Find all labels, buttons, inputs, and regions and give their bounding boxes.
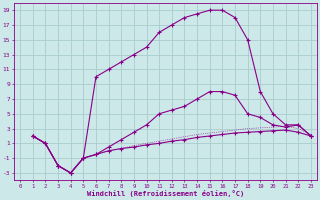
X-axis label: Windchill (Refroidissement éolien,°C): Windchill (Refroidissement éolien,°C) xyxy=(87,190,244,197)
